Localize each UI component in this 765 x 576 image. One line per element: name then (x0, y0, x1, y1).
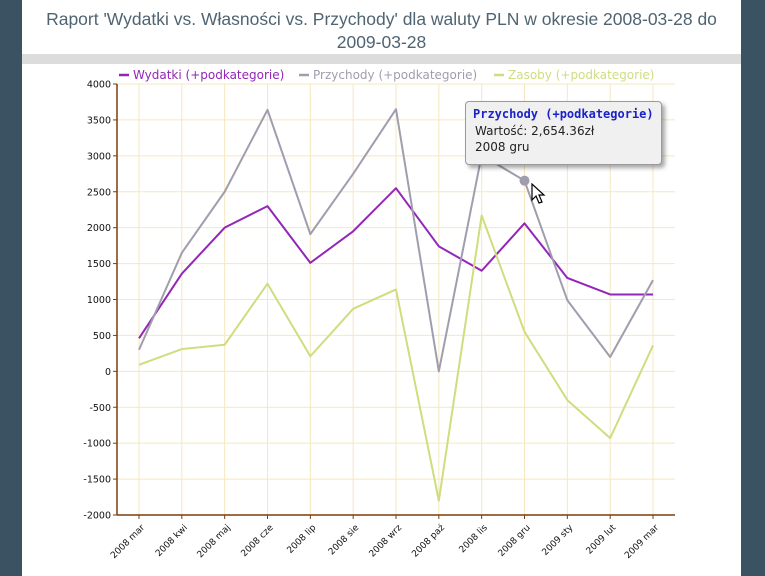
y-tick-label: 0 (105, 367, 111, 378)
x-tick-label: 2008 maj (196, 523, 233, 560)
legend-label: Przychody (+podkategorie) (313, 68, 477, 82)
data-point-tooltip: Przychody (+podkategorie) Wartość: 2,654… (465, 101, 662, 165)
x-tick-label: 2009 mar (623, 523, 661, 561)
x-tick-label: 2009 lut (585, 523, 619, 557)
x-tick-label: 2008 mar (109, 523, 147, 561)
highlighted-data-point (519, 175, 530, 186)
y-tick-label: -1500 (83, 475, 111, 486)
y-tick-label: -1000 (83, 439, 111, 450)
x-tick-label: 2008 wrz (368, 523, 405, 560)
series-line-1 (138, 187, 653, 339)
tooltip-series-name: Przychody (+podkategorie) (473, 107, 654, 121)
window-frame-left (0, 0, 22, 576)
y-tick-label: 3500 (87, 115, 111, 126)
y-tick-label: -2000 (83, 511, 111, 522)
x-tick-label: 2008 sie (327, 523, 362, 558)
window-frame-right (741, 0, 765, 576)
y-tick-label: 500 (93, 331, 111, 342)
legend-label: Wydatki (+podkategorie) (133, 68, 284, 82)
x-tick-label: 2008 cze (240, 523, 276, 559)
y-tick-label: 1500 (87, 259, 111, 270)
x-tick-label: 2009 sty (541, 523, 576, 558)
tooltip-period: 2008 gru (475, 140, 530, 154)
mouse-cursor-icon (531, 183, 546, 204)
y-tick-label: 4000 (87, 80, 111, 91)
series-line-3 (138, 214, 654, 502)
tooltip-value: Wartość: 2,654.36zł (475, 124, 595, 138)
y-tick-label: 2500 (87, 187, 111, 198)
report-title: Raport 'Wydatki vs. Własności vs. Przych… (46, 9, 717, 52)
title-separator-band (22, 54, 741, 64)
x-tick-label: 2008 lip (286, 523, 319, 556)
x-tick-label: 2008 lis (458, 523, 490, 555)
x-tick-label: 2008 gru (497, 523, 533, 559)
y-tick-label: 1000 (87, 295, 111, 306)
series-line-2 (138, 108, 654, 373)
report-panel (22, 0, 741, 576)
y-tick-label: 2000 (87, 223, 111, 234)
y-tick-label: 3000 (87, 151, 111, 162)
legend-label: Zasoby (+podkategorie) (508, 68, 654, 82)
x-tick-label: 2008 kwi (154, 523, 190, 559)
x-tick-label: 2008 paź (410, 523, 447, 560)
y-tick-label: -500 (89, 403, 111, 414)
